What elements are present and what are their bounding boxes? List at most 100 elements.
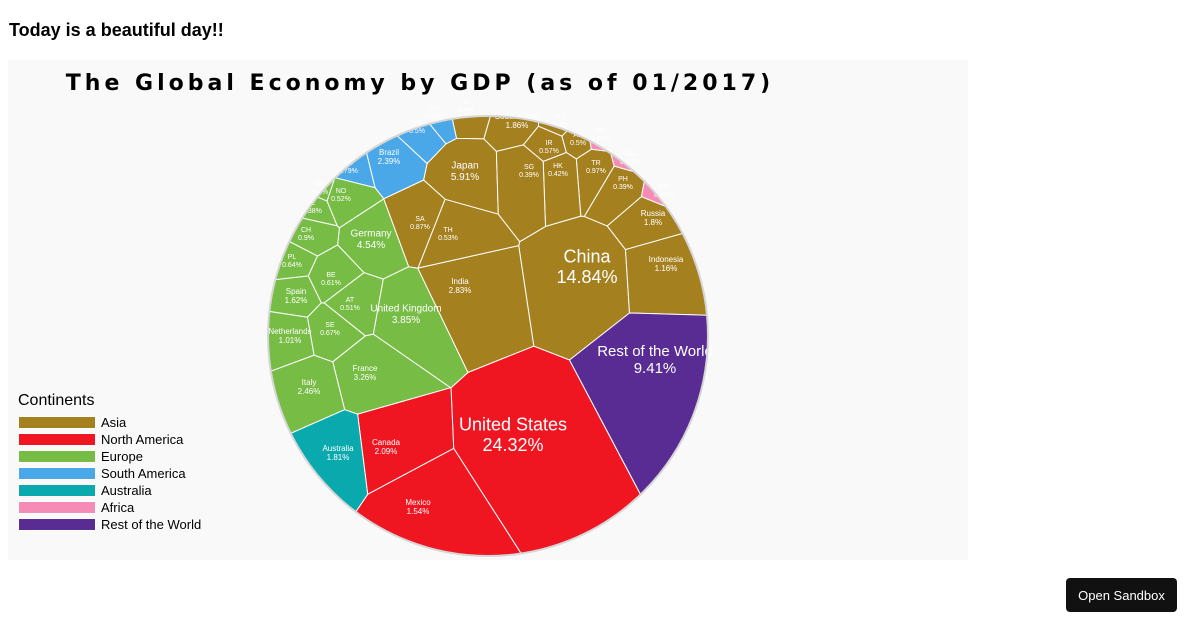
cell-label-china: China: [563, 246, 611, 266]
cell-value-japan: 5.91%: [451, 172, 479, 183]
cell-value-sg: 0.39%: [519, 172, 539, 179]
legend-label-south-america: South America: [101, 466, 186, 481]
cell-label-no: NO: [336, 188, 347, 195]
cell-il[interactable]: [451, 115, 492, 140]
legend-swatch-north-america: [18, 433, 96, 446]
cell-label-at: AT: [346, 297, 355, 304]
cell-value-south-korea: 1.86%: [506, 121, 529, 130]
cell-value-no: 0.52%: [331, 196, 351, 203]
cell-sg[interactable]: [495, 144, 547, 243]
cell-value-australia: 1.81%: [327, 453, 350, 462]
chart-title: The Global Economy by GDP (as of 01/2017…: [66, 71, 774, 96]
cell-value-th: 0.53%: [438, 235, 458, 242]
cell-value-russia: 1.8%: [644, 218, 662, 227]
cell-value-united-states: 24.32%: [482, 435, 543, 455]
cell-value-co: 0.39%: [424, 114, 444, 121]
legend-label-rest-of-the-world: Rest of the World: [101, 517, 202, 532]
cell-label-united-states: United States: [459, 414, 567, 434]
cell-th[interactable]: [417, 198, 521, 269]
cell-label-ve: VE: [412, 120, 422, 127]
cell-value-ae: 0.5%: [570, 140, 586, 147]
cell-label-my: MY: [555, 114, 566, 121]
cell-label-united-kingdom: United Kingdom: [370, 304, 441, 315]
legend-item-europe: Europe: [18, 448, 201, 465]
cell-label-japan: Japan: [451, 161, 478, 172]
page-heading: Today is a beautiful day!!: [9, 20, 224, 40]
cell-value-rest-of-the-world: 9.41%: [634, 360, 677, 377]
cell-label-indonesia: Indonesia: [649, 255, 684, 264]
legend-label-europe: Europe: [101, 449, 143, 464]
cell-label-ar: AR: [343, 160, 353, 167]
cell-label-tr: TR: [591, 160, 600, 167]
cell-label-ir: IR: [546, 140, 553, 147]
cell-label-co: CO: [429, 106, 440, 113]
cell-label-se: SE: [325, 322, 335, 329]
cell-label-za: ZA: [596, 128, 605, 135]
cell-value-brazil: 2.39%: [378, 157, 401, 166]
legend-label-asia: Asia: [101, 415, 127, 430]
cell-label-italy: Italy: [302, 378, 317, 387]
legend-item-asia: Asia: [18, 414, 201, 431]
open-sandbox-button[interactable]: Open Sandbox: [1066, 578, 1177, 612]
cell-value-my: 0.4%: [552, 122, 568, 129]
cell-value-germany: 4.54%: [357, 240, 385, 251]
cell-label-south-korea: South Korea: [495, 112, 540, 121]
cell-value-india: 2.83%: [449, 286, 472, 295]
legend-item-rest-of-the-world: Rest of the World: [18, 516, 201, 533]
legend-items: Asia North America Europe South America Aust…: [18, 414, 201, 533]
cell-label-australia: Australia: [322, 444, 354, 453]
cell-value-sa: 0.87%: [410, 224, 430, 231]
cell-value-eg: 0.45%: [654, 192, 674, 199]
cell-value-ch: 0.9%: [298, 235, 314, 242]
voronoi-treemap-chart: The Global Economy by GDP (as of 01/2017…: [66, 71, 774, 557]
legend-swatch-south-america: [18, 467, 96, 480]
legend-item-north-america: North America: [18, 431, 201, 448]
legend-swatch-australia: [18, 484, 96, 497]
cell-value-ve: 0.5%: [409, 128, 425, 135]
cell-label-pl: PL: [288, 254, 297, 261]
legend-item-south-america: South America: [18, 465, 201, 482]
cell-label-hk: HK: [553, 163, 563, 170]
cell-value-ie: 0.38%: [302, 208, 322, 215]
cell-value-tr: 0.97%: [586, 168, 606, 175]
cell-value-za: 0.42%: [590, 136, 610, 143]
cell-label-be: BE: [326, 272, 336, 279]
cell-indonesia[interactable]: [624, 232, 708, 316]
cell-value-at: 0.51%: [340, 305, 360, 312]
cell-value-canada: 2.09%: [375, 447, 398, 456]
cell-label-il: IL: [463, 99, 469, 106]
cell-label-sg: SG: [524, 164, 534, 171]
legend: Continents Asia North America Europe South …: [18, 392, 201, 533]
cell-label-russia: Russia: [641, 209, 666, 218]
legend-swatch-europe: [18, 450, 96, 463]
cell-label-dk: DK: [315, 181, 325, 188]
cell-label-germany: Germany: [350, 229, 391, 240]
cell-label-sa: SA: [415, 216, 425, 223]
cell-value-netherlands: 1.01%: [279, 336, 302, 345]
cell-value-be: 0.61%: [321, 280, 341, 287]
cell-value-mexico: 1.54%: [407, 507, 430, 516]
cell-value-ph: 0.39%: [613, 184, 633, 191]
legend-item-africa: Africa: [18, 499, 201, 516]
legend-label-africa: Africa: [101, 500, 135, 515]
cell-label-mexico: Mexico: [405, 498, 431, 507]
cell-value-ir: 0.57%: [539, 148, 559, 155]
cell-value-il: 0.4%: [458, 107, 474, 114]
cell-label-ng: NG: [625, 151, 636, 158]
cell-label-rest-of-the-world: Rest of the World: [597, 343, 713, 360]
legend-title: Continents: [18, 392, 95, 409]
cell-label-ph: PH: [618, 176, 628, 183]
cell-value-ar: 0.79%: [338, 168, 358, 175]
cell-value-spain: 1.62%: [285, 296, 308, 305]
legend-swatch-rest-of-the-world: [18, 518, 96, 531]
cell-value-hk: 0.42%: [548, 171, 568, 178]
cell-label-netherlands: Netherlands: [268, 327, 311, 336]
cells-layer: [267, 115, 709, 557]
cell-label-brazil: Brazil: [379, 148, 399, 157]
cell-value-pl: 0.64%: [282, 262, 302, 269]
legend-swatch-asia: [18, 416, 96, 429]
cell-label-france: France: [353, 364, 378, 373]
cell-at[interactable]: [323, 272, 384, 337]
treemap-outline: [267, 115, 709, 557]
